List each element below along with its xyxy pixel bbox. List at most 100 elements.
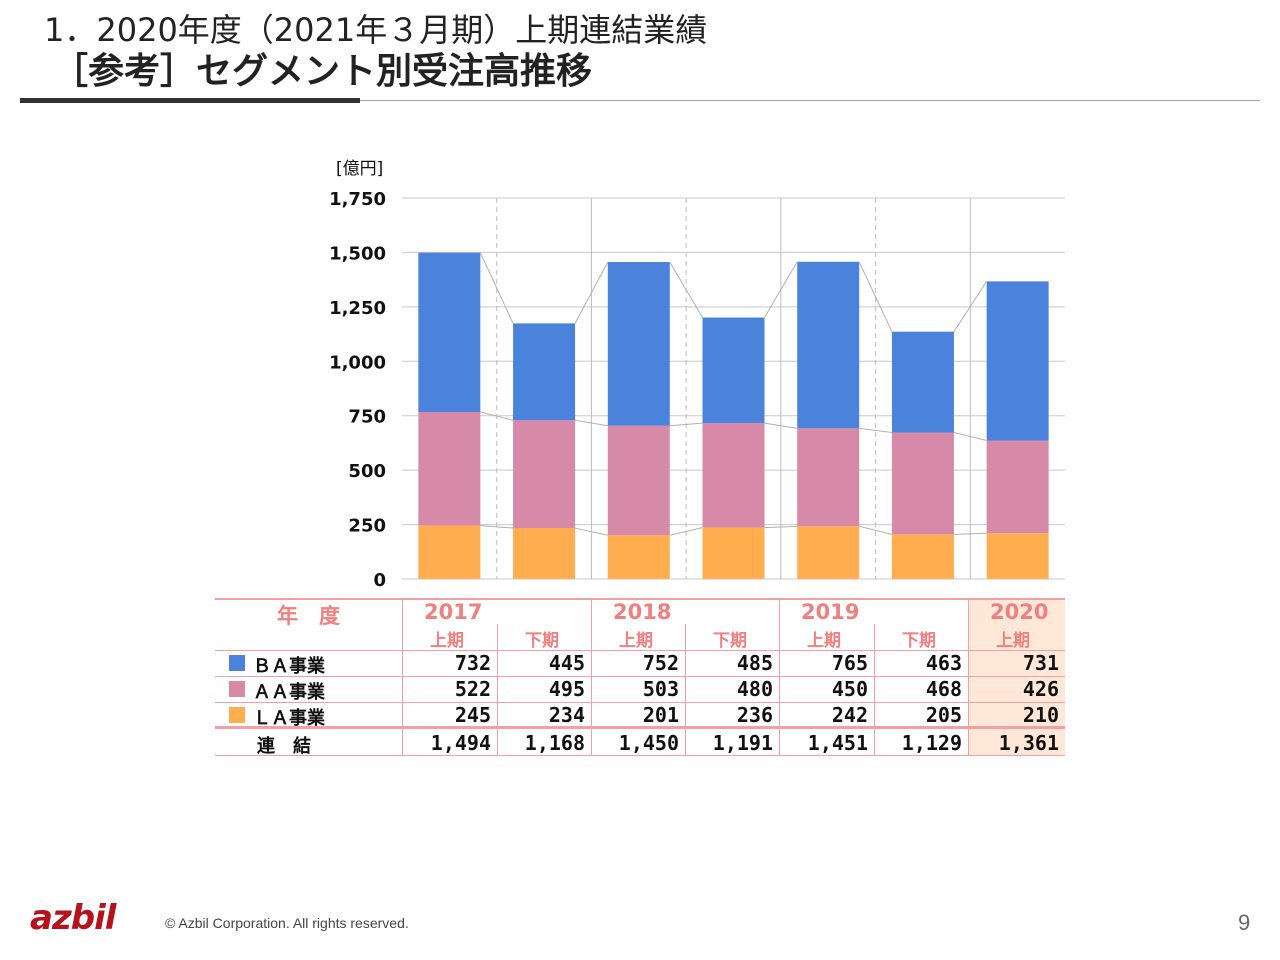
connector-line (953, 431, 987, 442)
table-half-divider (497, 624, 498, 756)
connector-line (764, 261, 798, 318)
slide-subtitle: ［参考］セグメント別受注高推移 (52, 51, 593, 92)
table-year-header: 年 度 (277, 604, 340, 628)
y-tick-label: 1,000 (329, 352, 386, 373)
title-accent-bar (20, 98, 360, 103)
bar-segment (702, 527, 765, 579)
table-total-cell: 1,129 (901, 731, 962, 755)
bar-segment (513, 528, 576, 579)
azbil-logo: azbil (30, 898, 116, 938)
legend-swatch (229, 707, 245, 723)
table-total-cell: 1,191 (712, 731, 773, 755)
connector-line (764, 422, 798, 429)
slide-title: 1．2020年度（2021年３月期）上期連結業績 (44, 11, 708, 49)
table-cell: 732 (454, 651, 491, 675)
connector-line (574, 527, 608, 536)
table-year-label: 2017 (424, 600, 483, 624)
copyright-text: © Azbil Corporation. All rights reserved… (165, 915, 409, 931)
connector-line (669, 422, 703, 427)
bar-segment (797, 526, 860, 579)
legend-swatch (229, 681, 245, 697)
y-tick-label: 250 (348, 516, 386, 537)
table-total-cell: 1,450 (618, 731, 679, 755)
table-half-label: 上期 (996, 631, 1030, 651)
bar-segment (607, 425, 670, 536)
table-row-border (215, 676, 1065, 677)
bar-segment (986, 440, 1049, 534)
table-total-cell: 1,494 (430, 731, 491, 755)
bar-segment (797, 428, 860, 527)
table-half-label: 上期 (807, 631, 841, 651)
table-row-label: ＢＡ事業 (253, 656, 325, 677)
table-cell: 522 (454, 677, 491, 701)
table-total-cell: 1,361 (998, 731, 1059, 755)
bar-segment (986, 281, 1049, 441)
y-tick-label: 1,500 (329, 243, 386, 264)
page-number: 9 (1238, 910, 1251, 935)
table-row-label: ＡＡ事業 (253, 682, 325, 703)
stacked-bar-chart: [億円] 0 250 500 750 1,000 1,250 1,500 1,750 (329, 159, 1065, 591)
table-cell: 245 (454, 703, 491, 727)
table-cell: 426 (1022, 677, 1059, 701)
table-half-label: 下期 (713, 631, 747, 651)
connector-line (859, 525, 893, 535)
table-cell: 503 (642, 677, 679, 701)
table-total-label: 連 結 (257, 736, 311, 757)
title-divider (20, 100, 1260, 101)
table-year-label: 2020 (990, 600, 1049, 624)
bar-segment (513, 323, 576, 421)
bar-segment (986, 533, 1049, 579)
table-cell: 242 (831, 703, 868, 727)
table-total-border (215, 726, 1065, 729)
connector-line (859, 427, 892, 433)
connector-line (574, 261, 609, 324)
y-tick-label: 0 (373, 570, 386, 591)
bar-segment (797, 261, 860, 429)
table-year-divider (402, 598, 403, 756)
bar-segment (607, 535, 670, 579)
table-cell: 210 (1022, 703, 1059, 727)
table-year-label: 2019 (801, 600, 860, 624)
table-row-border (215, 702, 1065, 703)
highlight-column (968, 598, 1065, 756)
legend-swatch (229, 655, 245, 671)
connector-line (764, 525, 798, 529)
table-half-divider (874, 624, 875, 756)
table-cell: 463 (925, 651, 962, 675)
connector-line (669, 261, 703, 318)
bar-segment (702, 423, 765, 528)
table-half-divider (685, 624, 686, 756)
table-cell: 495 (548, 677, 585, 701)
connector-line (858, 261, 893, 332)
table-cell: 205 (925, 703, 962, 727)
y-tick-label: 1,250 (329, 298, 386, 319)
table-cell: 731 (1022, 651, 1059, 675)
y-tick-label: 750 (348, 407, 386, 428)
bar-segment (607, 262, 670, 426)
bar-segment (513, 420, 576, 529)
connector-line (480, 411, 514, 421)
y-tick-label: 500 (348, 461, 386, 482)
bar-segment (418, 525, 481, 579)
table-cell: 234 (548, 703, 585, 727)
table-cell: 468 (925, 677, 962, 701)
table-half-label: 上期 (619, 631, 653, 651)
connector-line (574, 419, 608, 427)
table-cell: 450 (831, 677, 868, 701)
table-cell: 445 (548, 651, 585, 675)
table-row-border (215, 650, 1065, 651)
table-cell: 480 (736, 677, 773, 701)
bar-segment (702, 317, 765, 424)
table-cell: 485 (736, 651, 773, 675)
data-table: 年 度 2017 2018 2019 2020 上期 下期 上期 下期 上期 下期 上期 ＢＡ事業 732… (215, 598, 1065, 757)
connector-line (953, 281, 988, 332)
table-row-label: ＬＡ事業 (253, 708, 325, 729)
bar-segment (418, 412, 481, 526)
table-year-divider (591, 598, 592, 756)
y-axis-unit-label: [億円] (336, 159, 383, 179)
y-tick-label: 1,750 (329, 189, 386, 210)
bar-segment (418, 252, 481, 413)
table-half-label: 下期 (525, 631, 559, 651)
table-cell: 236 (736, 703, 773, 727)
table-year-label: 2018 (613, 600, 672, 624)
